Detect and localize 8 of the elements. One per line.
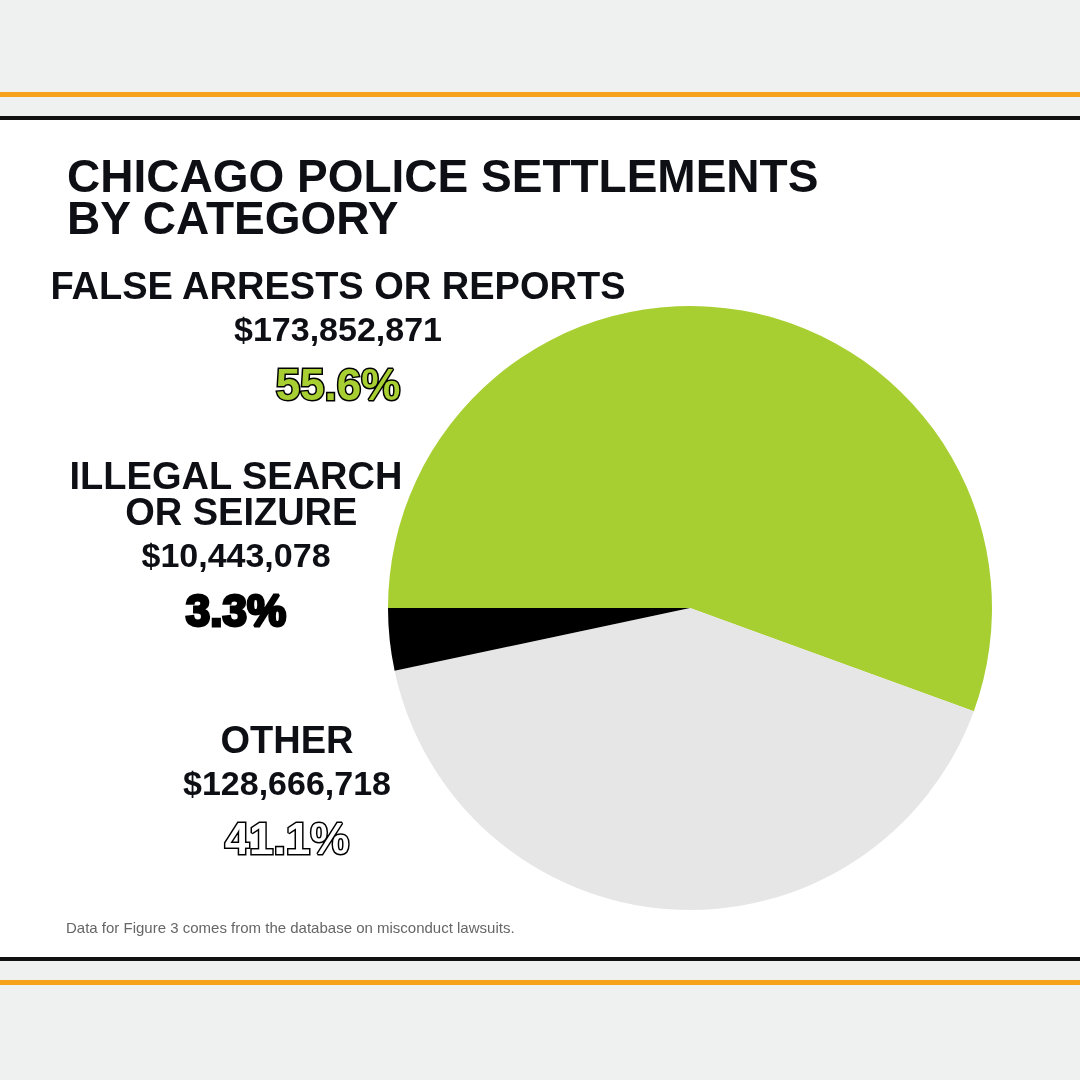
data-label: $128,666,718 41.1% [183, 764, 391, 863]
slice-label: FALSE ARRESTS OR REPORTS [50, 265, 626, 307]
slice-label: OTHER [220, 719, 354, 761]
chart-title: CHICAGO POLICE SETTLEMENTS BY CATEGORY [67, 150, 819, 244]
data-label: $10,443,078 3.3% [141, 536, 331, 635]
text: Data for Figure 3 comes from the database on misconduct lawsuits. [66, 919, 515, 936]
data-label: $173,852,871 55.6% [234, 310, 442, 409]
slice-label: ILLEGAL SEARCH OR SEIZURE [69, 455, 403, 533]
